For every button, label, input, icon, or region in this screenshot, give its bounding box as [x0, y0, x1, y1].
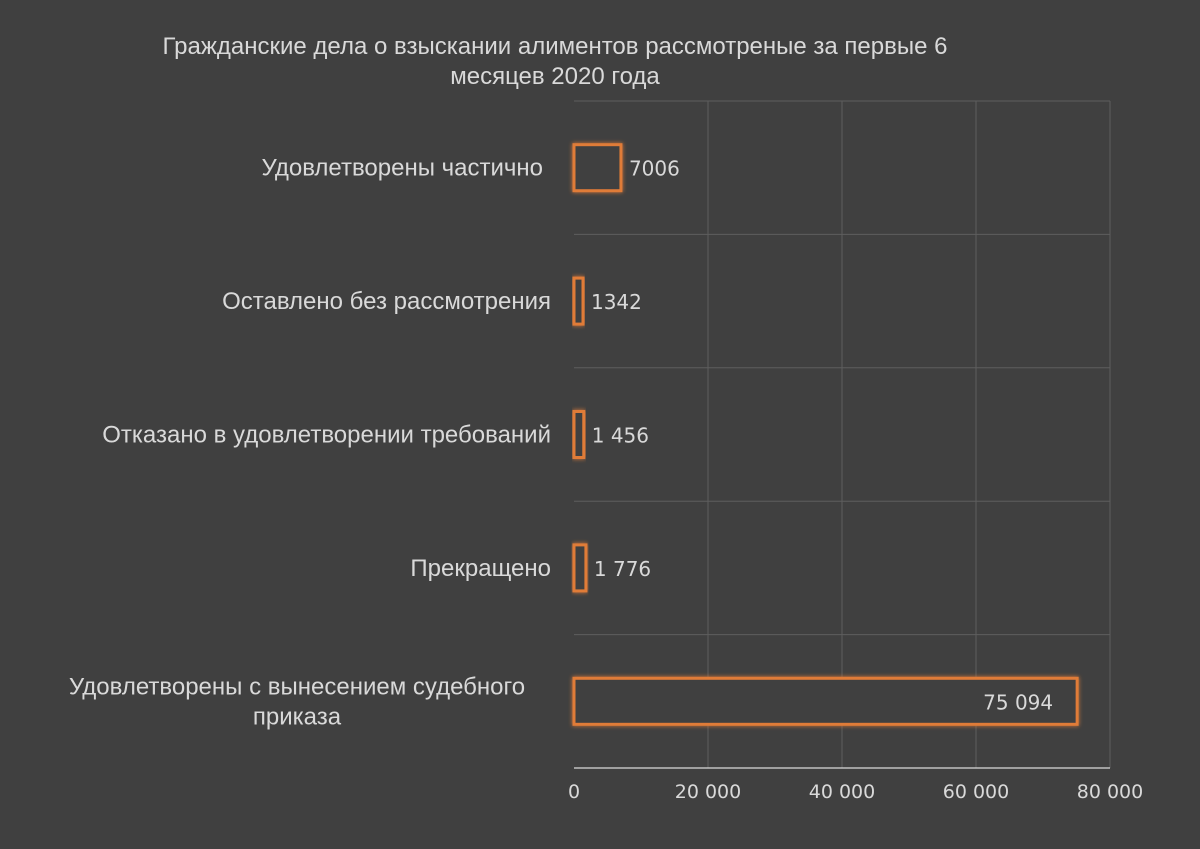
category-label-line: Удовлетворены частично	[261, 155, 543, 182]
chart-title-line: месяцев 2020 года	[450, 63, 660, 90]
x-tick-label: 20 000	[675, 781, 741, 803]
bar	[572, 410, 586, 459]
category-label-line: Оставлено без рассмотрения	[222, 288, 551, 315]
category-label: Оставлено без рассмотрения	[222, 288, 551, 315]
x-tick-label: 60 000	[943, 781, 1009, 803]
gridlines	[574, 100, 1111, 769]
bar	[572, 276, 585, 326]
data-label: 7006	[629, 157, 680, 181]
x-tick-label: 80 000	[1077, 781, 1143, 803]
chart-title-line: Гражданские дела о взыскании алиментов р…	[162, 33, 947, 60]
category-label-line: Удовлетворены с вынесением судебного	[69, 673, 525, 700]
category-label: Удовлетворены частично	[261, 155, 543, 182]
chart-title: Гражданские дела о взыскании алиментов р…	[162, 33, 947, 90]
category-label-line: приказа	[253, 703, 342, 730]
bar	[572, 676, 1079, 726]
data-label: 1 776	[594, 557, 651, 581]
category-label-line: Прекращено	[410, 555, 551, 582]
category-label: Прекращено	[410, 555, 551, 582]
category-label-line: Отказано в удовлетворении требований	[102, 422, 551, 449]
bars	[572, 143, 1079, 726]
category-label: Удовлетворены с вынесением судебного прик…	[69, 673, 525, 730]
category-label: Отказано в удовлетворении требований	[102, 422, 551, 449]
x-tick-label: 40 000	[809, 781, 875, 803]
data-label: 1342	[591, 290, 642, 314]
bar	[572, 143, 623, 193]
data-label: 1 456	[592, 424, 649, 448]
x-tick-label: 0	[568, 781, 580, 803]
labels: Гражданские дела о взыскании алиментов р…	[69, 33, 1143, 803]
data-label: 75 094	[983, 690, 1053, 714]
bar	[572, 543, 588, 593]
